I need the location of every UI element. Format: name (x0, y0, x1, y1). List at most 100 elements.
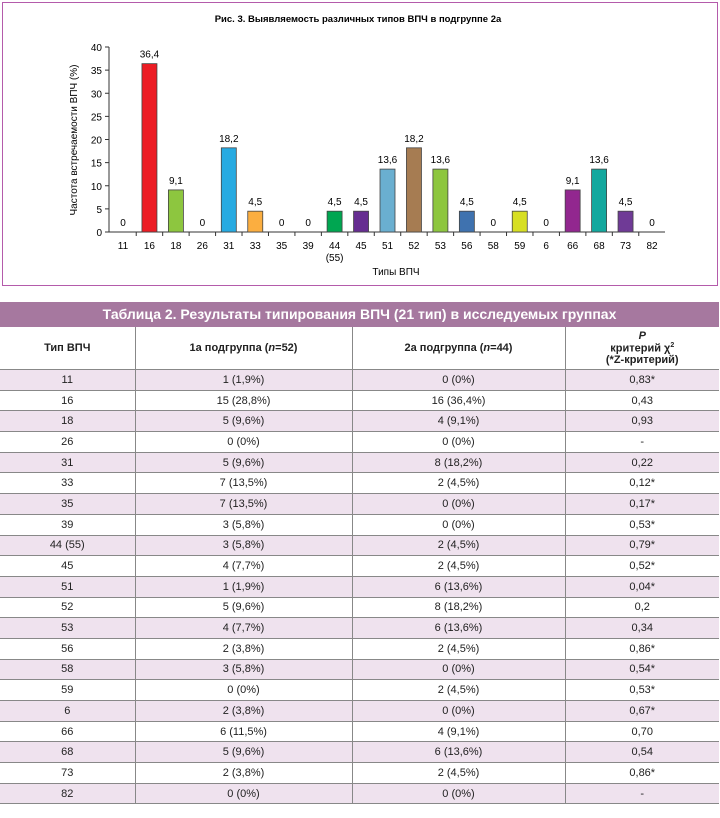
table-cell: 2 (4,5%) (351, 472, 566, 495)
table-row: 31 5 (9,6%) 8 (18,2%) 0,22 (0, 451, 719, 474)
table-row: 52 5 (9,6%) 8 (18,2%) 0,2 (0, 596, 719, 619)
table-cell: 58 (0, 658, 136, 681)
table-cell: 0,2 (564, 596, 719, 619)
table-row: 45 4 (7,7%) 2 (4,5%) 0,52* (0, 555, 719, 577)
table-row: 53 4 (7,7%) 6 (13,6%) 0,34 (0, 617, 719, 639)
bar (220, 147, 237, 233)
table-cell: 53 (0, 617, 136, 639)
table-row: 68 5 (9,6%) 6 (13,6%) 0,54 (0, 741, 719, 764)
bar (617, 210, 634, 233)
figure-3: Рис. 3. Выявляемость различных типов ВПЧ… (2, 2, 718, 286)
table-cell: 6 (13,6%) (351, 617, 566, 639)
table-row: 16 15 (28,8%) 16 (36,4%) 0,43 (0, 389, 719, 412)
bar (141, 63, 158, 233)
table-cell: 0,67* (564, 700, 719, 722)
y-tick-label: 35 (91, 66, 103, 77)
x-tick-label: 66 (567, 241, 579, 252)
table-row: 39 3 (5,8%) 0 (0%) 0,53* (0, 513, 719, 536)
table-row: 11 1 (1,9%) 0 (0%) 0,83* (0, 369, 719, 391)
table-cell: 2 (4,5%) (351, 534, 566, 557)
table-cell: 0,53* (564, 679, 719, 701)
table-cell: 26 (0, 431, 136, 453)
table-cell: 4 (7,7%) (134, 555, 353, 577)
table-cell: 73 (0, 762, 136, 784)
table-cell: 16 (0, 389, 136, 412)
table-cell: 6 (11,5%) (134, 720, 353, 743)
header-type: Тип ВПЧ (0, 327, 136, 370)
y-tick-label: 5 (96, 205, 102, 216)
bar (511, 210, 528, 233)
table-cell: 0,43 (564, 389, 719, 412)
data-label: 13,6 (589, 155, 609, 166)
y-tick-label: 20 (91, 136, 103, 147)
table-cell: 0,04* (564, 575, 719, 598)
y-tick-label: 10 (91, 182, 103, 193)
table-cell: 0 (0%) (351, 431, 566, 453)
table-cell: 0,86* (564, 637, 719, 660)
bar (247, 210, 264, 233)
table-row: 35 7 (13,5%) 0 (0%) 0,17* (0, 493, 719, 515)
x-tick-label: 68 (594, 241, 606, 252)
table-cell: 3 (5,8%) (134, 534, 353, 557)
table-cell: 4 (9,1%) (351, 410, 566, 433)
table-cell: 31 (0, 451, 136, 474)
x-tick-label: 53 (435, 241, 447, 252)
x-tick-label: (55) (326, 253, 344, 264)
table-cell: 0 (0%) (351, 493, 566, 515)
table-cell: 2 (3,8%) (134, 637, 353, 660)
table-cell: 0,79* (564, 534, 719, 557)
bar (432, 168, 449, 233)
table-cell: 3 (5,8%) (134, 658, 353, 681)
data-label: 4,5 (354, 197, 368, 208)
table-cell: 0 (0%) (351, 782, 566, 805)
table-cell: 0 (0%) (134, 679, 353, 701)
x-tick-label: 52 (408, 241, 420, 252)
table-caption: Таблица 2. Результаты типирования ВПЧ (2… (0, 302, 719, 327)
data-label: 4,5 (513, 197, 527, 208)
table-cell: 5 (9,6%) (134, 596, 353, 619)
y-tick-label: 40 (91, 43, 103, 54)
table-cell: 0 (0%) (351, 513, 566, 536)
x-tick-label: 18 (170, 241, 182, 252)
table-cell: 51 (0, 575, 136, 598)
x-tick-label: 45 (355, 241, 367, 252)
y-tick-label: 30 (91, 89, 103, 100)
data-label: 9,1 (566, 176, 580, 187)
table-row: 26 0 (0%) 0 (0%) - (0, 431, 719, 453)
bar (167, 189, 184, 233)
table-cell: 7 (13,5%) (134, 493, 353, 515)
x-tick-label: 44 (329, 241, 341, 252)
y-tick-label: 0 (96, 228, 102, 239)
table-cell: 0,86* (564, 762, 719, 784)
table-cell: 6 (0, 700, 136, 722)
table-cell: 56 (0, 637, 136, 660)
data-label: 4,5 (460, 197, 474, 208)
table-cell: 8 (18,2%) (351, 451, 566, 474)
table-cell: 0,52* (564, 555, 719, 577)
x-tick-label: 58 (488, 241, 500, 252)
data-label: 0 (279, 218, 285, 229)
data-label: 0 (305, 218, 311, 229)
table-cell: 18 (0, 410, 136, 433)
results-table: Таблица 2. Результаты типирования ВПЧ (2… (0, 302, 719, 805)
table-cell: 2 (4,5%) (351, 637, 566, 660)
table-cell: 0 (0%) (134, 782, 353, 805)
data-label: 13,6 (431, 155, 451, 166)
table-cell: 1 (1,9%) (134, 369, 353, 391)
x-tick-label: 73 (620, 241, 632, 252)
table-row: 56 2 (3,8%) 2 (4,5%) 0,86* (0, 637, 719, 660)
y-axis-label: Частота встречаемости ВПЧ (%) (69, 65, 80, 216)
table-row: 73 2 (3,8%) 2 (4,5%) 0,86* (0, 762, 719, 784)
table-cell: 0,54* (564, 658, 719, 681)
table-row: 59 0 (0%) 2 (4,5%) 0,53* (0, 679, 719, 701)
data-label: 18,2 (219, 134, 239, 145)
bar (406, 147, 422, 233)
header-group-1a: 1а подгруппа (n=52) (134, 327, 353, 370)
table-cell: 5 (9,6%) (134, 451, 353, 474)
table-row: 58 3 (5,8%) 0 (0%) 0,54* (0, 658, 719, 681)
table-cell: 5 (9,6%) (134, 741, 353, 764)
table-row: 33 7 (13,5%) 2 (4,5%) 0,12* (0, 472, 719, 495)
table-cell: - (564, 782, 719, 805)
table-cell: 7 (13,5%) (134, 472, 353, 495)
